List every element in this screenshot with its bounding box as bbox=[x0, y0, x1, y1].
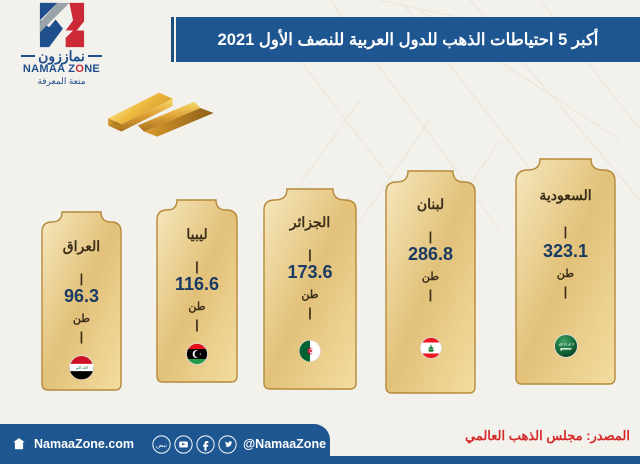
svg-text:الله اکبر: الله اکبر bbox=[74, 365, 88, 370]
svg-text:لا اله الا الله: لا اله الا الله bbox=[558, 342, 574, 346]
svg-text:نبض: نبض bbox=[156, 443, 167, 449]
